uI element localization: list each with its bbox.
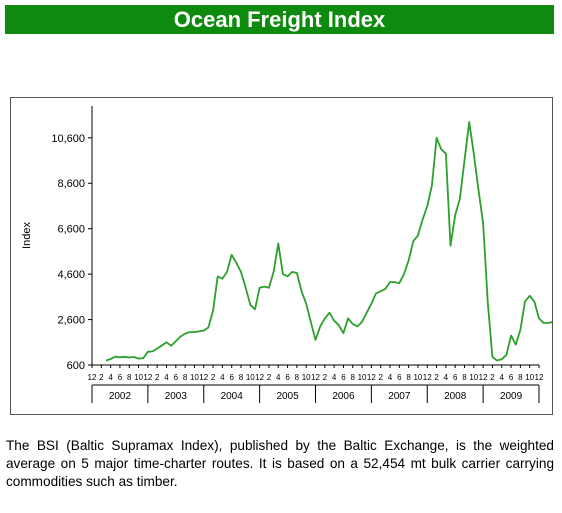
x-tick-label: 10: [413, 373, 422, 382]
x-tick-label: 4: [164, 373, 169, 382]
x-tick-label: 8: [183, 373, 188, 382]
x-tick-label: 2: [323, 373, 328, 382]
x-tick-label: 4: [388, 373, 393, 382]
x-tick-label: 2: [490, 373, 495, 382]
x-tick-label: 10: [469, 373, 478, 382]
x-tick-label: 2: [99, 373, 104, 382]
x-tick-label: 2: [378, 373, 383, 382]
x-tick-label: 6: [453, 373, 458, 382]
x-tick-label: 8: [127, 373, 132, 382]
x-tick-label: 8: [462, 373, 467, 382]
series-line-bsi: [105, 120, 552, 362]
x-tick-label: 6: [509, 373, 514, 382]
x-tick-label: 12: [199, 373, 208, 382]
year-label: 2006: [332, 391, 355, 402]
x-tick-label: 6: [285, 373, 290, 382]
x-tick-label: 10: [246, 373, 255, 382]
x-tick-label: 10: [190, 373, 199, 382]
x-tick-label: 2: [434, 373, 439, 382]
x-tick-label: 6: [397, 373, 402, 382]
x-tick-label: 12: [367, 373, 376, 382]
x-tick-label: 12: [88, 373, 97, 382]
year-label: 2008: [444, 391, 467, 402]
x-tick-label: 2: [155, 373, 160, 382]
description-text: The BSI (Baltic Supramax Index), publish…: [6, 438, 554, 489]
year-label: 2005: [276, 391, 299, 402]
y-tick-label: 600: [67, 360, 85, 372]
x-tick-label: 10: [358, 373, 367, 382]
year-label: 2003: [165, 391, 188, 402]
x-tick-label: 10: [134, 373, 143, 382]
x-tick-label: 12: [255, 373, 264, 382]
x-tick-label: 6: [341, 373, 346, 382]
chart-frame: 600 2,600 4,600 6,600 8,600 10,600 Index 12 2 4 6 8…: [10, 97, 553, 415]
page-title-banner: Ocean Freight Index: [5, 5, 554, 34]
x-tick-label: 6: [174, 373, 179, 382]
x-tick-label: 4: [108, 373, 113, 382]
year-label: 2009: [500, 391, 523, 402]
y-tick-label: 4,600: [57, 269, 85, 281]
x-tick-label: 12: [535, 373, 544, 382]
x-tick-label: 2: [267, 373, 272, 382]
x-tick-label: 10: [525, 373, 534, 382]
x-tick-label: 4: [220, 373, 225, 382]
x-tick-label: 8: [295, 373, 300, 382]
y-axis-title: Index: [21, 222, 33, 249]
x-tick-label: 8: [351, 373, 356, 382]
x-tick-label: 4: [500, 373, 505, 382]
year-label: 2004: [221, 391, 244, 402]
page-title: Ocean Freight Index: [173, 7, 386, 32]
x-tick-label: 4: [332, 373, 337, 382]
year-label: 2007: [388, 391, 411, 402]
x-tick-label: 2: [211, 373, 216, 382]
x-tick-label: 6: [118, 373, 123, 382]
y-tick-label: 10,600: [51, 133, 85, 145]
x-tick-label: 12: [479, 373, 488, 382]
y-tick-label: 2,600: [57, 315, 85, 327]
x-tick-label: 12: [423, 373, 432, 382]
x-tick-label: 8: [239, 373, 244, 382]
year-label: 2002: [109, 391, 132, 402]
x-tick-label: 4: [276, 373, 281, 382]
x-tick-label: 8: [518, 373, 523, 382]
x-tick-label: 4: [444, 373, 449, 382]
y-tick-label: 6,600: [57, 224, 85, 236]
x-tick-label: 12: [143, 373, 152, 382]
x-tick-label: 8: [406, 373, 411, 382]
x-tick-label: 12: [311, 373, 320, 382]
y-tick-label: 8,600: [57, 178, 85, 190]
x-tick-label: 10: [302, 373, 311, 382]
x-tick-label: 6: [229, 373, 234, 382]
